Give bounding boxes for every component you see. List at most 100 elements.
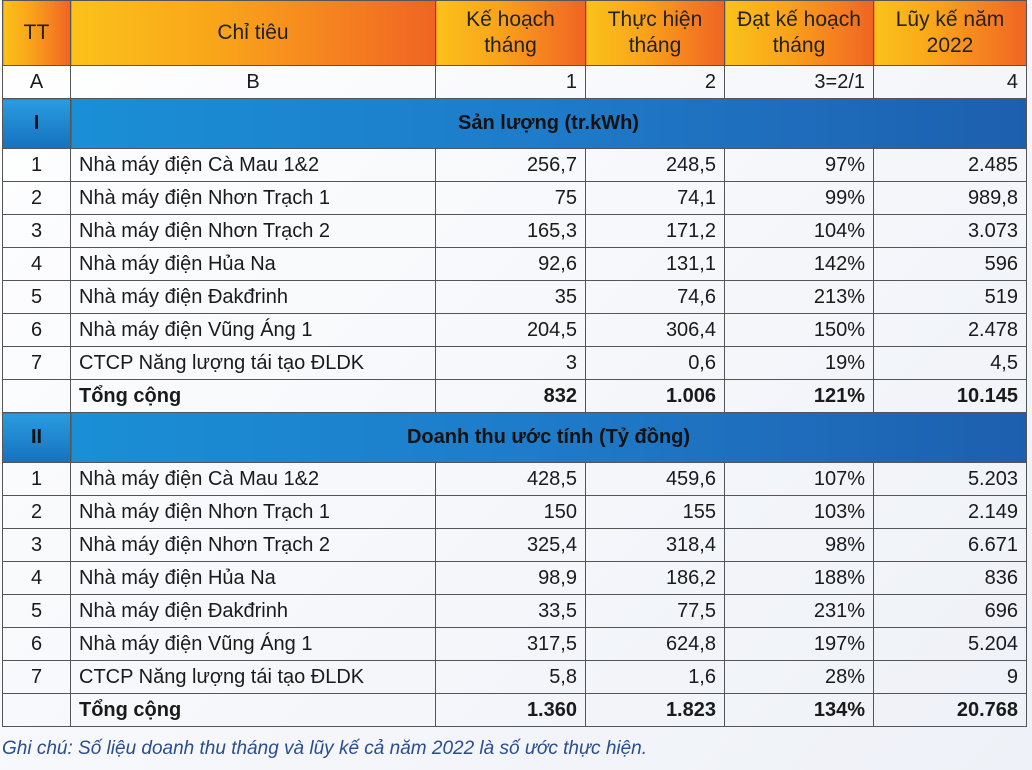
cell: 186,2 [585,561,725,595]
cell: 989,8 [873,181,1027,215]
cell: 142% [724,247,874,281]
cell: Nhà máy điện Hủa Na [70,561,436,595]
cell: 5.204 [873,627,1027,661]
cell: 5 [2,594,71,628]
cell: 7 [2,346,71,380]
cell: 204,5 [435,313,586,347]
cell: 836 [873,561,1027,595]
total-cell: Tổng cộng [70,693,436,727]
cell: 3 [2,214,71,248]
cell: 231% [724,594,874,628]
total-cell: 1.823 [585,693,725,727]
header-cell: Chỉ tiêu [70,0,436,66]
header-cell: Đạt kế hoạch tháng [724,0,874,66]
cell: 188% [724,561,874,595]
cell: 2.485 [873,148,1027,182]
cell: 1 [2,462,71,496]
cell: 0,6 [585,346,725,380]
total-cell: 121% [724,379,874,413]
cell: 19% [724,346,874,380]
cell: Nhà máy điện Cà Mau 1&2 [70,148,436,182]
cell: 150 [435,495,586,529]
header-cell: Kế hoạch tháng [435,0,586,66]
cell: 2 [2,495,71,529]
cell: Nhà máy điện Nhơn Trạch 2 [70,528,436,562]
table-body: A B 1 2 3=2/1 4 I Sản lượng (tr.kWh) 1 Nhà máy đi… [2,65,1027,727]
cell: 2.149 [873,495,1027,529]
section-title: Sản lượng (tr.kWh) [70,98,1027,149]
cell: 317,5 [435,627,586,661]
data-row: 7 CTCP Năng lượng tái tạo ĐLDK 5,8 1,6 28% 9 [2,660,1027,694]
cell: 6.671 [873,528,1027,562]
index-cell: B [70,65,436,99]
section-title: Doanh thu ước tính (Tỷ đồng) [70,412,1027,463]
cell: 3 [435,346,586,380]
data-row: 2 Nhà máy điện Nhơn Trạch 1 75 74,1 99% 989,8 [2,181,1027,215]
cell: 75 [435,181,586,215]
cell: Nhà máy điện Nhơn Trạch 1 [70,495,436,529]
cell: 155 [585,495,725,529]
report-table: TT Chỉ tiêu Kế hoạch tháng Thực hiện tháng Đ… [2,0,1027,727]
data-row: 3 Nhà máy điện Nhơn Trạch 2 325,4 318,4 98% 6… [2,528,1027,562]
data-row: 4 Nhà máy điện Hủa Na 98,9 186,2 188% 836 [2,561,1027,595]
cell: Nhà máy điện Hủa Na [70,247,436,281]
header-cell: Lũy kế năm 2022 [873,0,1027,66]
data-row: 7 CTCP Năng lượng tái tạo ĐLDK 3 0,6 19% 4,5 [2,346,1027,380]
cell: 519 [873,280,1027,314]
cell: 92,6 [435,247,586,281]
cell: 165,3 [435,214,586,248]
header-cell: TT [2,0,71,66]
cell: Nhà máy điện Đakđrinh [70,280,436,314]
cell: 77,5 [585,594,725,628]
cell: 596 [873,247,1027,281]
total-cell: 1.360 [435,693,586,727]
cell: 7 [2,660,71,694]
cell: 306,4 [585,313,725,347]
cell: 74,6 [585,280,725,314]
cell: 74,1 [585,181,725,215]
data-row: 1 Nhà máy điện Cà Mau 1&2 256,7 248,5 97% 2.4… [2,148,1027,182]
cell: 150% [724,313,874,347]
section-row: I Sản lượng (tr.kWh) [2,98,1027,149]
total-row: Tổng cộng 832 1.006 121% 10.145 [2,379,1027,413]
cell: 5 [2,280,71,314]
index-cell: 1 [435,65,586,99]
data-row: 4 Nhà máy điện Hủa Na 92,6 131,1 142% 596 [2,247,1027,281]
cell: 98% [724,528,874,562]
total-cell: 1.006 [585,379,725,413]
cell: 98,9 [435,561,586,595]
cell: 3 [2,528,71,562]
index-cell: 4 [873,65,1027,99]
cell: 3.073 [873,214,1027,248]
cell: 2 [2,181,71,215]
cell: 4 [2,247,71,281]
cell: 325,4 [435,528,586,562]
cell: Nhà máy điện Đakđrinh [70,594,436,628]
data-row: 3 Nhà máy điện Nhơn Trạch 2 165,3 171,2 104%… [2,214,1027,248]
cell [2,379,71,413]
data-row: 2 Nhà máy điện Nhơn Trạch 1 150 155 103% 2.14… [2,495,1027,529]
cell: 4 [2,561,71,595]
note: Ghi chú: Số liệu doanh thu tháng và lũy … [2,738,648,759]
data-row: 5 Nhà máy điện Đakđrinh 35 74,6 213% 519 [2,280,1027,314]
cell: 318,4 [585,528,725,562]
header-cell: Thực hiện tháng [585,0,725,66]
header-row: TT Chỉ tiêu Kế hoạch tháng Thực hiện tháng Đ… [2,0,1027,66]
total-cell: 20.768 [873,693,1027,727]
total-cell: Tổng cộng [70,379,436,413]
cell: 131,1 [585,247,725,281]
cell: 696 [873,594,1027,628]
cell: 103% [724,495,874,529]
cell: 248,5 [585,148,725,182]
cell: 99% [724,181,874,215]
cell: 5.203 [873,462,1027,496]
index-cell: 3=2/1 [724,65,874,99]
cell: 28% [724,660,874,694]
section-number: II [2,412,71,463]
cell: Nhà máy điện Vũng Áng 1 [70,313,436,347]
index-cell: A [2,65,71,99]
cell: 5,8 [435,660,586,694]
data-row: 6 Nhà máy điện Vũng Áng 1 317,5 624,8 197% 5.… [2,627,1027,661]
index-row: A B 1 2 3=2/1 4 [2,65,1027,99]
